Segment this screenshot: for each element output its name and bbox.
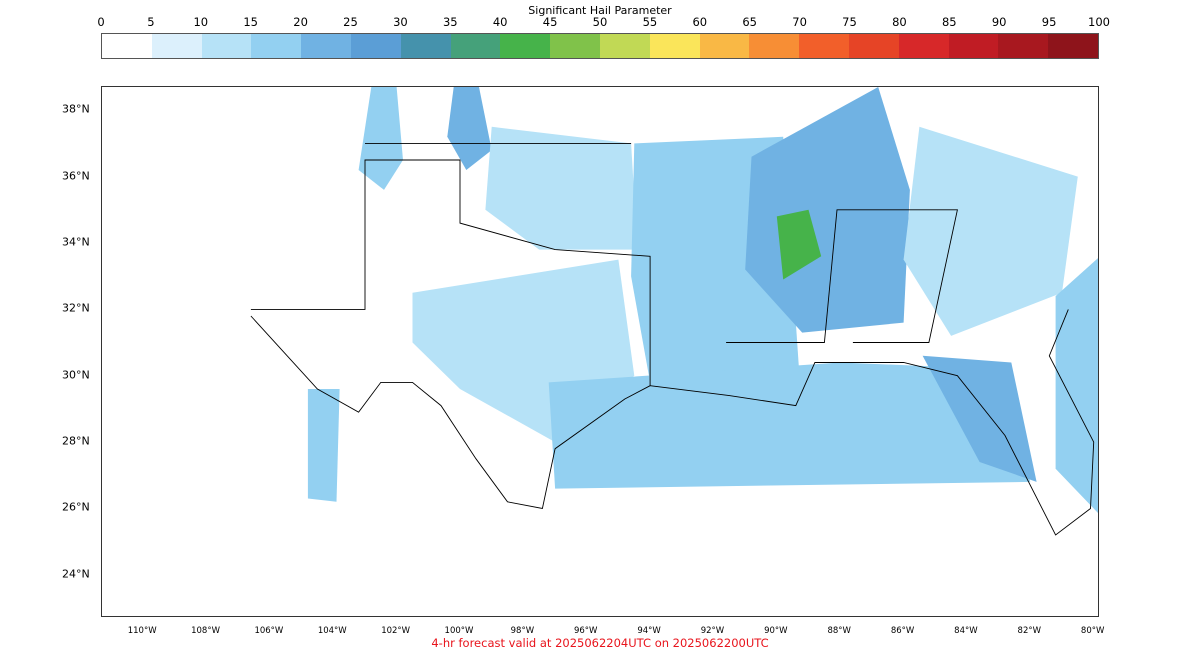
- colorbar-segment: [301, 34, 351, 58]
- longitude-label: 100°W: [444, 626, 474, 636]
- colorbar-tick-label: 40: [492, 15, 508, 29]
- colorbar-segment: [1048, 34, 1098, 58]
- hail-region-oklahoma-central: [485, 126, 638, 250]
- colorbar-segment: [848, 34, 899, 58]
- colorbar-tick-label: 35: [442, 15, 458, 29]
- colorbar-segment: [699, 34, 750, 58]
- colorbar-tick-label: 70: [792, 15, 807, 29]
- colorbar-tick-label: 75: [842, 15, 857, 29]
- border-southeast-states: [726, 209, 958, 343]
- longitude-label: 90°W: [764, 626, 788, 636]
- colorbar-segment: [599, 34, 650, 58]
- longitude-label: 92°W: [700, 626, 725, 636]
- hail-region-mississippi-peak: [776, 209, 822, 280]
- colorbar-segment: [350, 34, 401, 58]
- latitude-label: 34°N: [62, 235, 90, 249]
- latitude-label: 24°N: [62, 567, 90, 581]
- latitude-label: 32°N: [62, 301, 90, 315]
- map-frame: [101, 86, 1099, 617]
- colorbar-tick-label: 15: [243, 15, 259, 29]
- longitude-label: 98°W: [510, 626, 535, 636]
- longitude-label: 94°W: [637, 626, 661, 636]
- hail-region-atlantic-offshore: [1055, 258, 1098, 514]
- colorbar-tick-label: 85: [941, 15, 957, 29]
- colorbar-tick-label: 95: [1041, 15, 1057, 29]
- colorbar-tick-label: 45: [542, 15, 558, 29]
- colorbar-tick-label: 60: [692, 15, 708, 29]
- colorbar-segment: [799, 34, 849, 58]
- longitude-label: 88°W: [827, 626, 851, 636]
- hail-region-kansas-band: [447, 87, 492, 170]
- colorbar-segment: [251, 34, 302, 58]
- colorbar-segment: [450, 34, 501, 58]
- colorbar-segment: [649, 34, 700, 58]
- border-texas-border: [250, 159, 651, 510]
- forecast-valid-caption: 4-hr forecast valid at 2025062204UTC on …: [431, 636, 769, 650]
- colorbar-tick-label: 0: [97, 15, 105, 29]
- colorbar-tick-label: 100: [1088, 15, 1110, 29]
- colorbar-tick-label: 65: [742, 15, 758, 29]
- longitude-label: 82°W: [1017, 626, 1042, 636]
- colorbar-segment: [500, 34, 551, 58]
- longitude-label: 80°W: [1080, 626, 1105, 636]
- colorbar-tick-label: 30: [393, 15, 408, 29]
- colorbar-tick-label: 20: [293, 15, 308, 29]
- longitude-label: 106°W: [254, 626, 284, 636]
- longitude-label: 86°W: [890, 626, 915, 636]
- colorbar-segment: [550, 34, 600, 58]
- longitude-label: 108°W: [191, 626, 220, 636]
- colorbar-segment: [898, 34, 949, 58]
- latitude-label: 36°N: [62, 169, 90, 183]
- colorbar-segment: [998, 34, 1049, 58]
- colorbar-tick-label: 5: [147, 15, 155, 29]
- colorbar-title: Significant Hail Parameter: [528, 4, 672, 17]
- longitude-label: 104°W: [317, 626, 347, 636]
- colorbar-segment: [201, 34, 252, 58]
- border-gulf-coast: [650, 309, 1095, 536]
- hail-region-georgia-carolina: [903, 126, 1078, 336]
- longitude-label: 96°W: [573, 626, 598, 636]
- colorbar-tick-label: 10: [193, 15, 209, 29]
- colorbar-tick-label: 90: [991, 15, 1007, 29]
- map-canvas: [250, 87, 1098, 536]
- hail-region-west-texas-plume: [307, 389, 340, 502]
- hail-region-gulf-offshore: [548, 362, 1031, 489]
- colorbar-ticks: 0 5 10 15 20 25 30 35 40 45 50 55 60 65 70 75 80 85 90 95 10…: [0, 0, 1200, 32]
- hail-region-florida-band: [922, 355, 1037, 482]
- colorbar-tick-label: 50: [592, 15, 608, 29]
- colorbar: [101, 33, 1099, 59]
- colorbar-segment: [102, 34, 152, 58]
- colorbar-tick-label: 80: [892, 15, 907, 29]
- longitude-label: 110°W: [127, 626, 157, 636]
- longitude-label: 84°W: [954, 626, 978, 636]
- colorbar-segment: [151, 34, 202, 58]
- hail-region-panhandle-west: [358, 87, 403, 190]
- colorbar-segment: [400, 34, 451, 58]
- colorbar-tick-label: 55: [642, 15, 658, 29]
- latitude-label: 38°N: [62, 102, 90, 116]
- colorbar-segment: [948, 34, 999, 58]
- colorbar-segment: [749, 34, 800, 58]
- latitude-label: 28°N: [62, 434, 90, 448]
- latitude-label: 30°N: [62, 368, 90, 382]
- longitude-label: 102°W: [381, 626, 411, 636]
- colorbar-tick-label: 25: [343, 15, 358, 29]
- latitude-label: 26°N: [62, 500, 90, 514]
